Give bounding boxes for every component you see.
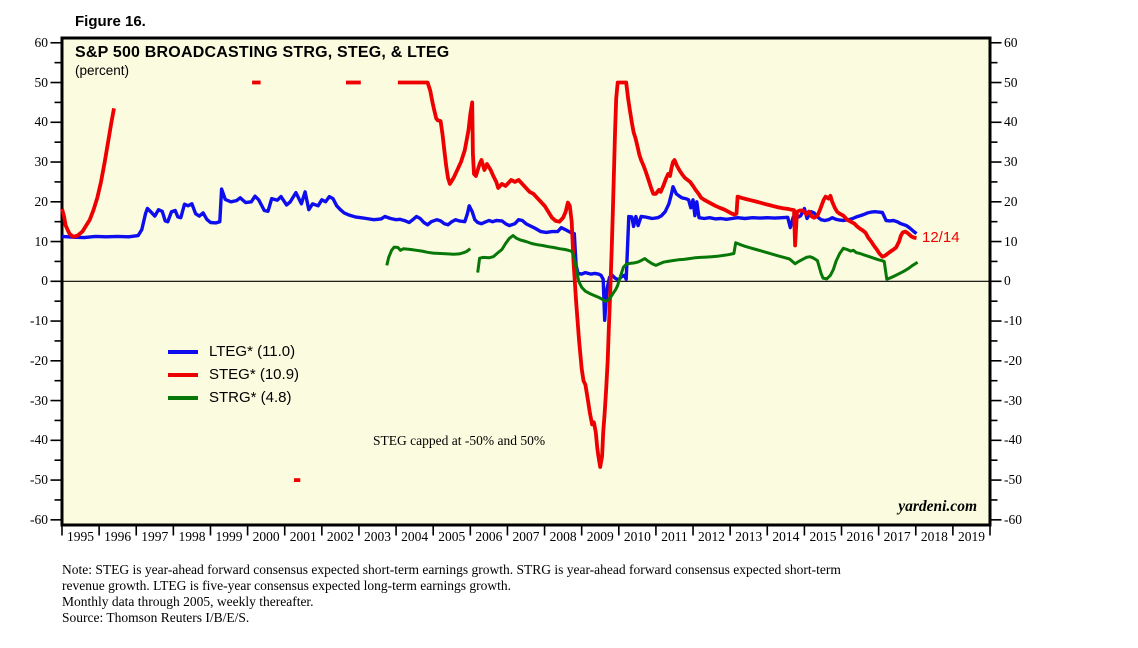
note-line-3: Monthly data through 2005, weekly therea…	[62, 594, 314, 609]
y-tick-label-right: 20	[1004, 193, 1018, 209]
y-tick-label-right: 10	[1004, 233, 1018, 249]
x-tick-label: 1999	[215, 529, 243, 544]
y-tick-label-left: -10	[30, 313, 48, 329]
x-tick-label: 2003	[364, 529, 392, 544]
x-tick-label: 2011	[661, 529, 688, 544]
x-tick-label: 2007	[512, 529, 540, 544]
lteg-line-swatch	[168, 349, 198, 354]
y-tick-label-left: 40	[34, 114, 49, 130]
y-tick-label-right: -10	[1004, 313, 1022, 329]
legend-label-strg: STRG* (4.8)	[209, 389, 292, 406]
x-tick-label: 1996	[104, 529, 132, 544]
note-line-4: Source: Thomson Reuters I/B/E/S.	[62, 610, 250, 625]
x-tick-label: 2018	[920, 529, 948, 544]
cap-annotation: STEG capped at -50% and 50%	[373, 433, 546, 448]
chart-title: S&P 500 BROADCASTING STRG, STEG, & LTEG	[75, 44, 450, 61]
x-tick-label: 2019	[957, 529, 985, 544]
y-tick-label-left: -30	[30, 392, 48, 408]
x-tick-label: 2004	[401, 529, 429, 544]
x-tick-label: 2017	[883, 529, 911, 544]
strg-line-swatch	[168, 395, 198, 400]
watermark: yardeni.com	[898, 498, 977, 515]
legend-item-steg: STEG* (10.9)	[168, 363, 299, 386]
y-tick-label-right: -60	[1004, 511, 1022, 527]
figure-label: Figure 16.	[75, 13, 146, 30]
y-tick-label-right: 50	[1004, 74, 1018, 90]
y-tick-label-left: 60	[34, 34, 49, 50]
x-tick-label: 2006	[475, 529, 503, 544]
x-tick-label: 2016	[846, 529, 874, 544]
x-tick-label: 2013	[735, 529, 763, 544]
legend-label-steg: STEG* (10.9)	[209, 366, 300, 383]
y-tick-label-left: 30	[34, 154, 49, 169]
x-tick-label: 2012	[698, 529, 726, 544]
x-tick-label: 1998	[178, 529, 206, 544]
y-tick-label-left: 0	[41, 273, 48, 289]
legend-item-lteg: LTEG* (11.0)	[168, 340, 299, 363]
y-tick-label-right: -30	[1004, 392, 1022, 408]
x-tick-label: 2008	[549, 529, 577, 544]
y-tick-label-left: 50	[34, 74, 49, 90]
x-tick-label: 2005	[438, 529, 466, 544]
y-tick-label-left: -50	[30, 472, 48, 488]
y-tick-label-right: -50	[1004, 472, 1022, 488]
x-tick-label: 2001	[289, 529, 317, 544]
x-tick-label: 2014	[772, 529, 800, 544]
y-tick-label-left: -40	[30, 432, 48, 448]
y-tick-label-left: -20	[30, 352, 48, 368]
note-line-1: Note: STEG is year-ahead forward consens…	[62, 562, 841, 577]
x-tick-label: 2002	[326, 529, 354, 544]
x-tick-label: 1997	[141, 529, 169, 544]
y-tick-label-left: 10	[34, 233, 49, 249]
x-tick-label: 2010	[623, 529, 651, 544]
x-tick-label: 2015	[809, 529, 837, 544]
y-tick-label-right: 60	[1004, 34, 1018, 50]
footnotes: Note: STEG is year-ahead forward consens…	[62, 562, 841, 626]
x-tick-label: 1995	[67, 529, 95, 544]
y-tick-label-right: 0	[1004, 273, 1011, 289]
y-tick-label-right: -40	[1004, 432, 1022, 448]
note-line-2: revenue growth. LTEG is five-year consen…	[62, 578, 511, 593]
y-tick-label-left: 20	[34, 193, 49, 209]
legend-item-strg: STRG* (4.8)	[168, 386, 299, 409]
legend-label-lteg: LTEG* (11.0)	[209, 343, 296, 360]
last-value-label: 12/14	[922, 229, 960, 246]
y-tick-label-left: -60	[30, 511, 48, 527]
chart-subtitle: (percent)	[75, 63, 130, 78]
x-tick-label: 2009	[586, 529, 614, 544]
y-tick-label-right: -20	[1004, 352, 1022, 368]
legend: LTEG* (11.0) STEG* (10.9) STRG* (4.8)	[168, 340, 299, 409]
steg-line-swatch	[168, 372, 198, 377]
y-tick-label-right: 30	[1004, 154, 1018, 169]
y-tick-label-right: 40	[1004, 114, 1018, 130]
x-tick-label: 2000	[252, 529, 280, 544]
